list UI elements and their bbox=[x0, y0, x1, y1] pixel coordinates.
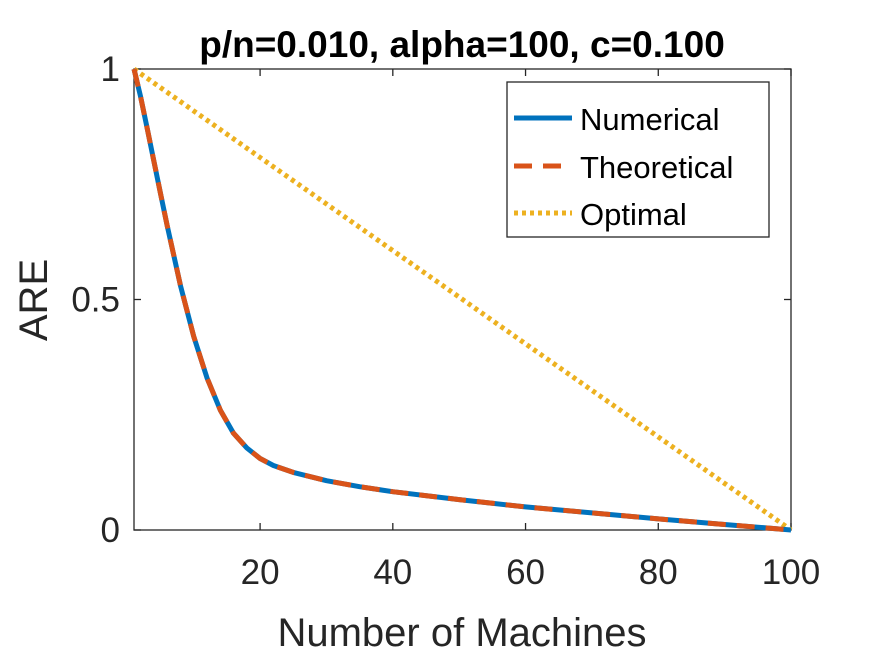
y-axis-label: ARE bbox=[12, 259, 56, 341]
legend-box bbox=[506, 81, 770, 238]
legend-label-numerical: Numerical bbox=[580, 102, 720, 137]
x-tick-label: 60 bbox=[506, 553, 545, 592]
legend-label-theoretical: Theoretical bbox=[580, 150, 733, 185]
plot-area: 20 40 60 80 100 0 0.5 1 bbox=[71, 50, 820, 592]
legend: Numerical Theoretical Optimal bbox=[506, 81, 770, 238]
series-line-theoretical bbox=[131, 68, 792, 533]
x-tick-label: 80 bbox=[639, 553, 678, 592]
x-tick-label: 40 bbox=[373, 553, 412, 592]
y-tick-label: 0.5 bbox=[71, 281, 120, 320]
x-axis-label: Number of Machines bbox=[277, 611, 646, 655]
x-tick-label: 20 bbox=[241, 553, 280, 592]
legend-label-optimal: Optimal bbox=[580, 197, 687, 232]
x-tick-label: 100 bbox=[762, 553, 820, 592]
y-tick-label: 1 bbox=[101, 50, 120, 89]
series-line-optimal bbox=[132, 66, 793, 533]
y-tick-label: 0 bbox=[101, 511, 120, 550]
chart-title: p/n=0.010, alpha=100, c=0.100 bbox=[199, 24, 725, 65]
